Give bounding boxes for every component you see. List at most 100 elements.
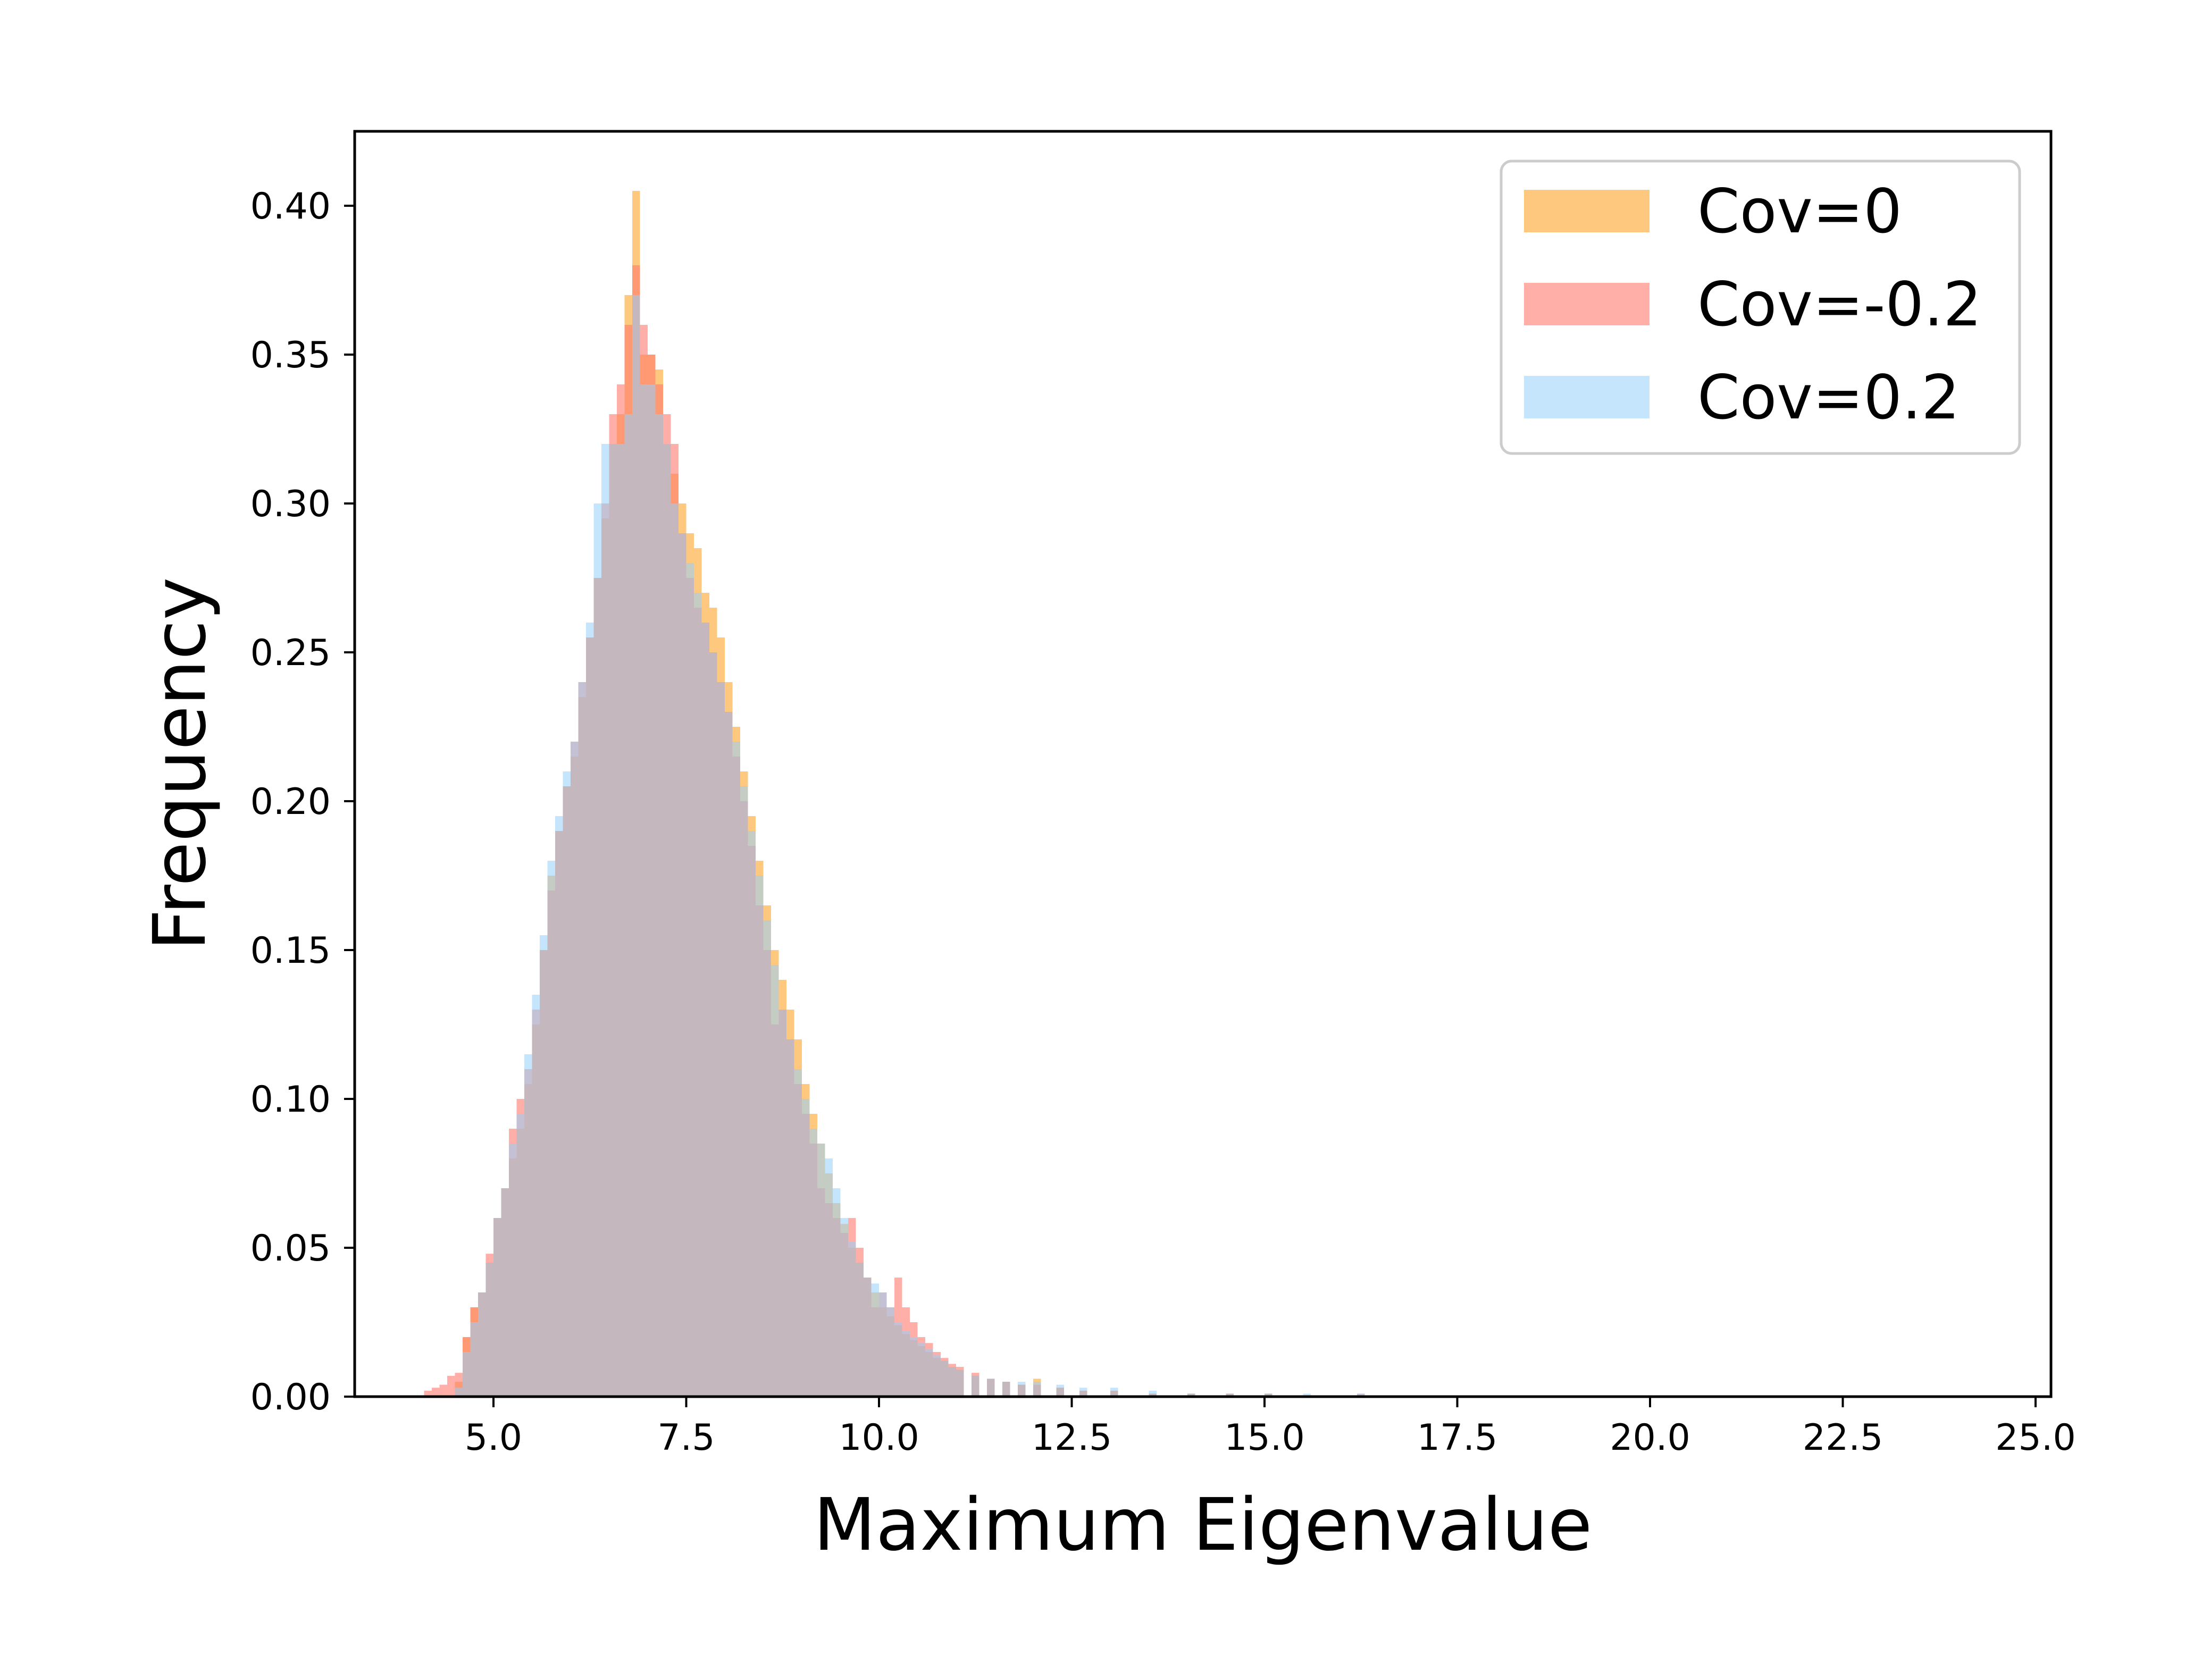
legend-label: Cov=-0.2 [1697, 269, 1982, 340]
histogram-bar [547, 861, 555, 1397]
histogram-bar [910, 1337, 918, 1397]
histogram-bar [617, 444, 625, 1397]
histogram-bar [632, 295, 640, 1397]
x-tick-label: 25.0 [1995, 1417, 2075, 1459]
x-tick-label: 5.0 [465, 1417, 522, 1459]
histogram-bar [470, 1322, 478, 1397]
histogram-bar [778, 1010, 786, 1397]
histogram-bar [424, 1390, 432, 1397]
histogram-bar [786, 1039, 794, 1397]
histogram-bar [987, 1379, 995, 1397]
histogram-bar [871, 1283, 879, 1397]
histogram-bar [902, 1331, 910, 1397]
histogram-bar [756, 876, 764, 1397]
histogram-bar [601, 444, 609, 1397]
histogram-bar [948, 1367, 956, 1397]
legend: Cov=0 Cov=-0.2 Cov=0.2 [1500, 159, 2021, 455]
histogram-bar [725, 712, 733, 1397]
x-tick-label: 10.0 [839, 1417, 919, 1459]
x-tick-label: 15.0 [1224, 1417, 1304, 1459]
histogram-bar [540, 935, 548, 1397]
histogram-bar [879, 1292, 887, 1397]
histogram-bar [1357, 1393, 1365, 1397]
histogram-bar [485, 1263, 493, 1397]
histogram-bar [972, 1375, 979, 1397]
histogram-bar [624, 414, 632, 1397]
histogram-bar [833, 1188, 841, 1397]
y-tick-label: 0.00 [250, 1376, 331, 1418]
histogram-bar [571, 742, 579, 1397]
histogram-bar [717, 682, 725, 1397]
y-tick-label: 0.15 [250, 930, 331, 972]
histogram-bar [609, 444, 617, 1397]
x-tick-label: 22.5 [1803, 1417, 1883, 1459]
y-axis: 0.00 0.05 0.10 0.15 0.20 0.25 0.30 0.35 0.40 [250, 186, 355, 1418]
y-tick-label: 0.10 [250, 1079, 331, 1121]
histogram-bar [1002, 1382, 1010, 1397]
histogram-bar [956, 1370, 964, 1397]
histogram-bar [593, 503, 601, 1397]
legend-swatch [1524, 283, 1650, 325]
histogram-bar [1303, 1393, 1311, 1397]
histogram-bar [671, 503, 679, 1397]
histogram-bar [740, 786, 748, 1397]
histogram-bar [532, 995, 540, 1397]
histogram-bar [563, 771, 571, 1397]
x-tick-label: 17.5 [1417, 1417, 1497, 1459]
histogram-bar [1265, 1393, 1272, 1397]
histogram-bar [447, 1375, 455, 1397]
x-axis-label: Maximum Eigenvalue [814, 1483, 1593, 1567]
histogram-bar [748, 831, 756, 1397]
histogram-bar [825, 1158, 833, 1397]
histogram-bar [1149, 1390, 1157, 1397]
histogram-bar [809, 1129, 817, 1397]
histogram-bar [817, 1144, 825, 1397]
legend-swatch [1524, 190, 1650, 232]
legend-label: Cov=0 [1697, 176, 1902, 247]
y-tick-label: 0.05 [250, 1228, 331, 1270]
histogram-bar [794, 1069, 802, 1397]
histogram-bar [848, 1241, 856, 1397]
y-tick-label: 0.30 [250, 483, 331, 525]
histogram-bar [763, 920, 771, 1397]
histogram-bar [1018, 1382, 1026, 1397]
histogram-bars [424, 191, 1365, 1397]
histogram-bar [686, 563, 694, 1397]
y-axis-label: Frequency [138, 577, 222, 951]
histogram-bar [501, 1188, 509, 1397]
histogram-bar [655, 414, 663, 1397]
histogram-bar [1079, 1388, 1087, 1397]
histogram-bar [663, 444, 671, 1397]
histogram-bar [771, 965, 779, 1397]
histogram-bar [493, 1218, 501, 1397]
histogram-bar [578, 682, 586, 1397]
histogram-bar [856, 1263, 864, 1397]
histogram-bar [1187, 1393, 1195, 1397]
x-tick-label: 12.5 [1032, 1417, 1112, 1459]
plot-frame [353, 130, 2053, 1398]
histogram-bar [478, 1292, 486, 1397]
histogram-bar [679, 533, 686, 1397]
histogram-bar [439, 1384, 447, 1397]
histogram-bar [1226, 1393, 1234, 1397]
histogram-bar [732, 742, 740, 1397]
y-tick-label: 0.35 [250, 334, 331, 376]
x-axis: 5.0 7.5 10.0 12.5 15.0 17.5 20.0 22.5 25.0 [465, 1397, 2076, 1459]
histogram-bar [432, 1388, 440, 1397]
histogram-bar [894, 1322, 902, 1397]
x-tick-label: 20.0 [1610, 1417, 1690, 1459]
histogram-bar [840, 1218, 848, 1397]
histogram-bar [509, 1144, 517, 1397]
histogram-bar [516, 1114, 524, 1397]
histogram-bar [917, 1343, 925, 1397]
legend-label: Cov=0.2 [1697, 362, 1960, 433]
histogram-bar [709, 652, 717, 1397]
legend-swatch [1524, 376, 1650, 418]
histogram-bar [802, 1099, 810, 1397]
y-tick-label: 0.25 [250, 632, 331, 674]
histogram-bar [864, 1278, 872, 1397]
y-tick-label: 0.20 [250, 781, 331, 823]
histogram-bar [463, 1352, 471, 1397]
histogram-bar [455, 1388, 463, 1397]
